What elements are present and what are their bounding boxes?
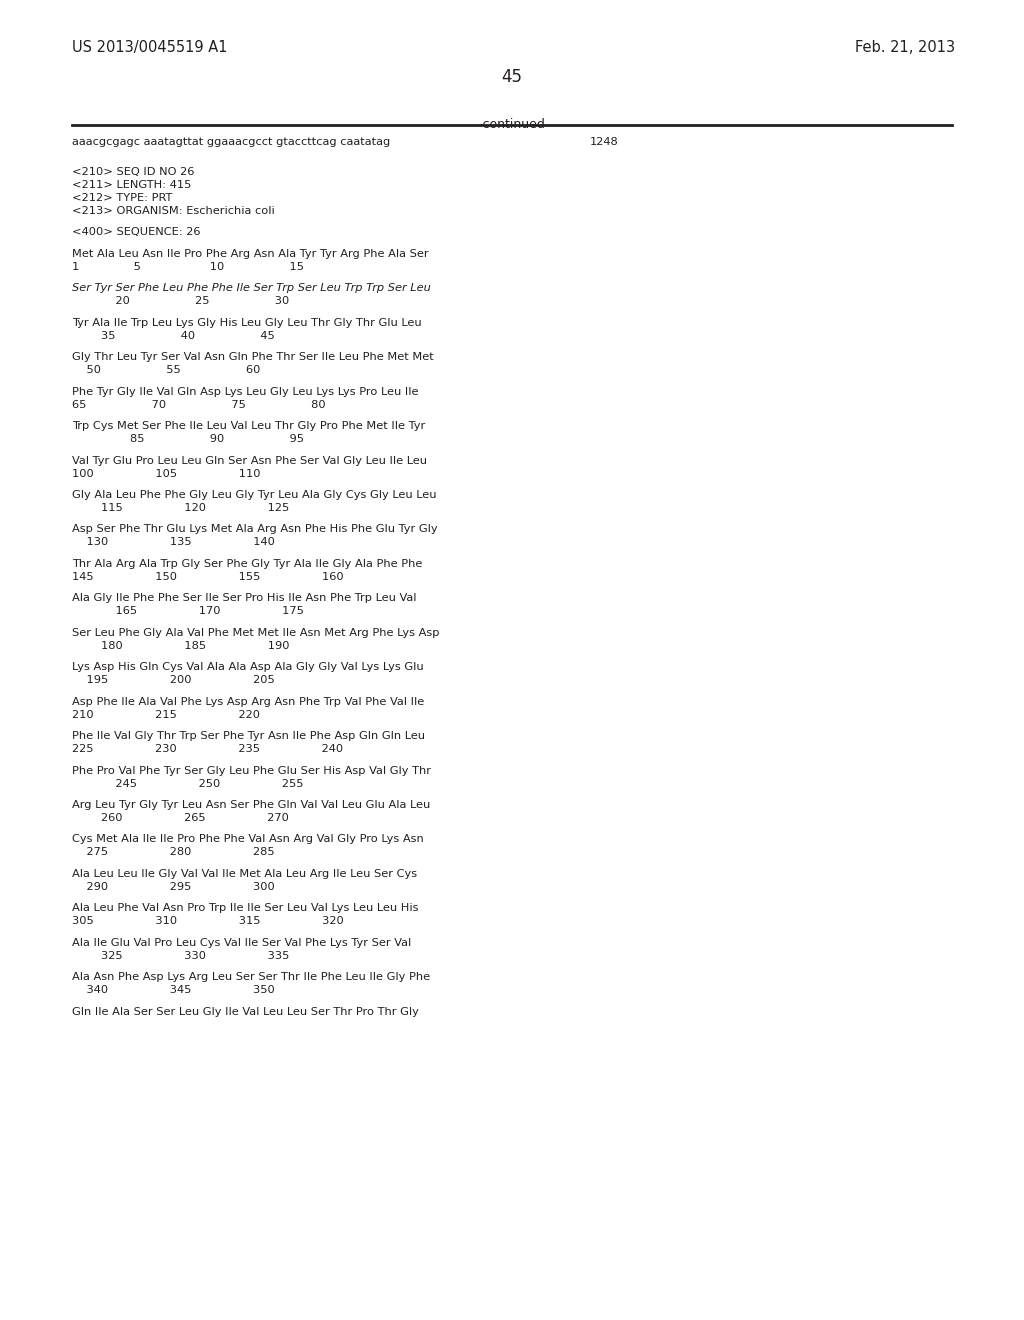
Text: -continued: -continued bbox=[478, 117, 546, 131]
Text: 115                 120                 125: 115 120 125 bbox=[72, 503, 289, 513]
Text: Asp Phe Ile Ala Val Phe Lys Asp Arg Asn Phe Trp Val Phe Val Ile: Asp Phe Ile Ala Val Phe Lys Asp Arg Asn … bbox=[72, 697, 424, 706]
Text: 290                 295                 300: 290 295 300 bbox=[72, 882, 274, 892]
Text: Thr Ala Arg Ala Trp Gly Ser Phe Gly Tyr Ala Ile Gly Ala Phe Phe: Thr Ala Arg Ala Trp Gly Ser Phe Gly Tyr … bbox=[72, 558, 422, 569]
Text: 35                  40                  45: 35 40 45 bbox=[72, 331, 274, 341]
Text: 45: 45 bbox=[502, 69, 522, 86]
Text: 100                 105                 110: 100 105 110 bbox=[72, 469, 260, 479]
Text: Asp Ser Phe Thr Glu Lys Met Ala Arg Asn Phe His Phe Glu Tyr Gly: Asp Ser Phe Thr Glu Lys Met Ala Arg Asn … bbox=[72, 524, 437, 535]
Text: Gly Ala Leu Phe Phe Gly Leu Gly Tyr Leu Ala Gly Cys Gly Leu Leu: Gly Ala Leu Phe Phe Gly Leu Gly Tyr Leu … bbox=[72, 490, 436, 500]
Text: Val Tyr Glu Pro Leu Leu Gln Ser Asn Phe Ser Val Gly Leu Ile Leu: Val Tyr Glu Pro Leu Leu Gln Ser Asn Phe … bbox=[72, 455, 427, 466]
Text: Cys Met Ala Ile Ile Pro Phe Phe Val Asn Arg Val Gly Pro Lys Asn: Cys Met Ala Ile Ile Pro Phe Phe Val Asn … bbox=[72, 834, 424, 845]
Text: 305                 310                 315                 320: 305 310 315 320 bbox=[72, 916, 344, 927]
Text: Tyr Ala Ile Trp Leu Lys Gly His Leu Gly Leu Thr Gly Thr Glu Leu: Tyr Ala Ile Trp Leu Lys Gly His Leu Gly … bbox=[72, 318, 422, 327]
Text: Ser Leu Phe Gly Ala Val Phe Met Met Ile Asn Met Arg Phe Lys Asp: Ser Leu Phe Gly Ala Val Phe Met Met Ile … bbox=[72, 628, 439, 638]
Text: <213> ORGANISM: Escherichia coli: <213> ORGANISM: Escherichia coli bbox=[72, 206, 274, 216]
Text: <211> LENGTH: 415: <211> LENGTH: 415 bbox=[72, 180, 191, 190]
Text: 210                 215                 220: 210 215 220 bbox=[72, 710, 260, 719]
Text: 20                  25                  30: 20 25 30 bbox=[72, 296, 289, 306]
Text: Phe Tyr Gly Ile Val Gln Asp Lys Leu Gly Leu Lys Lys Pro Leu Ile: Phe Tyr Gly Ile Val Gln Asp Lys Leu Gly … bbox=[72, 387, 419, 396]
Text: 1               5                   10                  15: 1 5 10 15 bbox=[72, 261, 304, 272]
Text: Gly Thr Leu Tyr Ser Val Asn Gln Phe Thr Ser Ile Leu Phe Met Met: Gly Thr Leu Tyr Ser Val Asn Gln Phe Thr … bbox=[72, 352, 434, 362]
Text: aaacgcgagc aaatagttat ggaaacgcct gtaccttcag caatatag: aaacgcgagc aaatagttat ggaaacgcct gtacctt… bbox=[72, 137, 390, 147]
Text: 275                 280                 285: 275 280 285 bbox=[72, 847, 274, 858]
Text: 130                 135                 140: 130 135 140 bbox=[72, 537, 274, 548]
Text: 340                 345                 350: 340 345 350 bbox=[72, 985, 274, 995]
Text: 180                 185                 190: 180 185 190 bbox=[72, 640, 290, 651]
Text: 260                 265                 270: 260 265 270 bbox=[72, 813, 289, 822]
Text: 85                  90                  95: 85 90 95 bbox=[72, 434, 304, 444]
Text: Ala Ile Glu Val Pro Leu Cys Val Ile Ser Val Phe Lys Tyr Ser Val: Ala Ile Glu Val Pro Leu Cys Val Ile Ser … bbox=[72, 937, 412, 948]
Text: Phe Ile Val Gly Thr Trp Ser Phe Tyr Asn Ile Phe Asp Gln Gln Leu: Phe Ile Val Gly Thr Trp Ser Phe Tyr Asn … bbox=[72, 731, 425, 741]
Text: Ala Leu Phe Val Asn Pro Trp Ile Ile Ser Leu Val Lys Leu Leu His: Ala Leu Phe Val Asn Pro Trp Ile Ile Ser … bbox=[72, 903, 419, 913]
Text: 195                 200                 205: 195 200 205 bbox=[72, 676, 274, 685]
Text: Gln Ile Ala Ser Ser Leu Gly Ile Val Leu Leu Ser Thr Pro Thr Gly: Gln Ile Ala Ser Ser Leu Gly Ile Val Leu … bbox=[72, 1007, 419, 1016]
Text: Trp Cys Met Ser Phe Ile Leu Val Leu Thr Gly Pro Phe Met Ile Tyr: Trp Cys Met Ser Phe Ile Leu Val Leu Thr … bbox=[72, 421, 425, 432]
Text: 225                 230                 235                 240: 225 230 235 240 bbox=[72, 744, 343, 754]
Text: 245                 250                 255: 245 250 255 bbox=[72, 779, 303, 788]
Text: Feb. 21, 2013: Feb. 21, 2013 bbox=[855, 40, 955, 55]
Text: 50                  55                  60: 50 55 60 bbox=[72, 366, 260, 375]
Text: <212> TYPE: PRT: <212> TYPE: PRT bbox=[72, 193, 172, 203]
Text: US 2013/0045519 A1: US 2013/0045519 A1 bbox=[72, 40, 227, 55]
Text: 1248: 1248 bbox=[590, 137, 618, 147]
Text: Ser Tyr Ser Phe Leu Phe Phe Ile Ser Trp Ser Leu Trp Trp Ser Leu: Ser Tyr Ser Phe Leu Phe Phe Ile Ser Trp … bbox=[72, 284, 431, 293]
Text: Ala Leu Leu Ile Gly Val Val Ile Met Ala Leu Arg Ile Leu Ser Cys: Ala Leu Leu Ile Gly Val Val Ile Met Ala … bbox=[72, 869, 417, 879]
Text: <400> SEQUENCE: 26: <400> SEQUENCE: 26 bbox=[72, 227, 201, 238]
Text: 145                 150                 155                 160: 145 150 155 160 bbox=[72, 572, 344, 582]
Text: Lys Asp His Gln Cys Val Ala Ala Asp Ala Gly Gly Val Lys Lys Glu: Lys Asp His Gln Cys Val Ala Ala Asp Ala … bbox=[72, 663, 424, 672]
Text: Ala Asn Phe Asp Lys Arg Leu Ser Ser Thr Ile Phe Leu Ile Gly Phe: Ala Asn Phe Asp Lys Arg Leu Ser Ser Thr … bbox=[72, 973, 430, 982]
Text: 325                 330                 335: 325 330 335 bbox=[72, 950, 290, 961]
Text: Arg Leu Tyr Gly Tyr Leu Asn Ser Phe Gln Val Val Leu Glu Ala Leu: Arg Leu Tyr Gly Tyr Leu Asn Ser Phe Gln … bbox=[72, 800, 430, 810]
Text: Ala Gly Ile Phe Phe Ser Ile Ser Pro His Ile Asn Phe Trp Leu Val: Ala Gly Ile Phe Phe Ser Ile Ser Pro His … bbox=[72, 593, 417, 603]
Text: Met Ala Leu Asn Ile Pro Phe Arg Asn Ala Tyr Tyr Arg Phe Ala Ser: Met Ala Leu Asn Ile Pro Phe Arg Asn Ala … bbox=[72, 248, 429, 259]
Text: 165                 170                 175: 165 170 175 bbox=[72, 606, 304, 616]
Text: 65                  70                  75                  80: 65 70 75 80 bbox=[72, 400, 326, 409]
Text: <210> SEQ ID NO 26: <210> SEQ ID NO 26 bbox=[72, 166, 195, 177]
Text: Phe Pro Val Phe Tyr Ser Gly Leu Phe Glu Ser His Asp Val Gly Thr: Phe Pro Val Phe Tyr Ser Gly Leu Phe Glu … bbox=[72, 766, 431, 776]
